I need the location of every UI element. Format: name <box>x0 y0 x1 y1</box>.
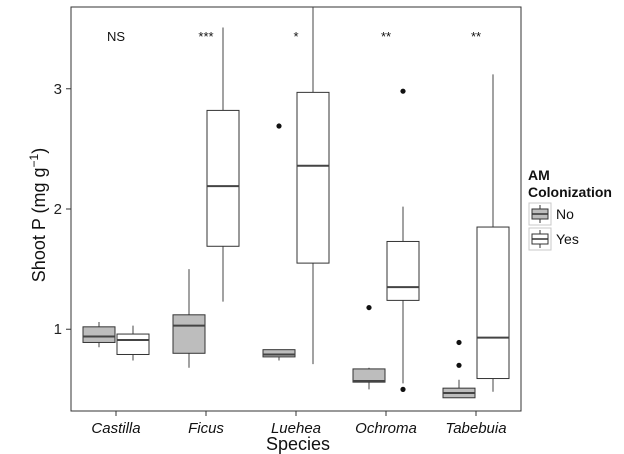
legend-label-no: No <box>556 206 574 222</box>
box-no-castilla <box>82 322 116 348</box>
significance-label: ** <box>471 29 481 44</box>
box-iqr <box>352 368 386 383</box>
box-iqr <box>476 226 510 380</box>
outlier-point <box>400 386 406 392</box>
box-layer <box>82 7 510 399</box>
legend-title-line-1: AM <box>528 167 550 183</box>
x-tick-label: Ficus <box>188 420 224 437</box>
box-yes-tabebuia <box>476 74 510 392</box>
box-iqr <box>386 240 420 301</box>
outlier-point <box>456 362 462 368</box>
box-yes-luehea <box>296 7 330 365</box>
x-tick-label: Ochroma <box>355 420 417 437</box>
box-no-ochroma <box>352 304 386 390</box>
outlier-point <box>456 339 462 346</box>
box-iqr <box>262 349 296 358</box>
box-no-tabebuia <box>442 339 476 399</box>
box-yes-ochroma <box>386 88 420 392</box>
box-iqr <box>172 314 206 354</box>
significance-label: * <box>293 29 298 44</box>
significance-layer: NS *** * ** ** <box>107 29 481 44</box>
y-tick-label: 3 <box>54 81 62 98</box>
x-tick-label: Castilla <box>91 420 140 437</box>
box-iqr <box>116 333 150 355</box>
legend-title-line-2: Colonization <box>528 184 612 200</box>
box-iqr <box>296 91 330 264</box>
box-no-ficus <box>172 269 206 368</box>
x-axis-title: Species <box>266 434 330 454</box>
significance-label: *** <box>198 29 213 44</box>
x-tick-label: Tabebuia <box>445 420 506 437</box>
box-no-luehea <box>262 123 296 361</box>
significance-label: ** <box>381 29 391 44</box>
x-axis: Castilla Ficus Luehea Ochroma Tabebuia <box>91 411 507 437</box>
outlier-point <box>276 123 282 129</box>
box-iqr <box>82 326 116 343</box>
significance-label: NS <box>107 29 125 44</box>
legend-item-yes: Yes <box>528 227 579 251</box>
legend-label-yes: Yes <box>556 231 579 247</box>
outlier-point <box>366 304 372 311</box>
outlier-point <box>400 88 406 94</box>
y-tick-label: 2 <box>54 201 62 218</box>
box-iqr <box>206 109 240 247</box>
box-yes-ficus <box>206 27 240 302</box>
x-tick-label: Luehea <box>271 420 321 437</box>
legend-title: AM Colonization <box>528 167 612 200</box>
legend: AM Colonization No Yes <box>528 167 612 251</box>
y-axis: 1 2 3 <box>54 81 71 338</box>
y-axis-title: Shoot P (mg g−1) <box>27 148 49 282</box>
box-yes-castilla <box>116 325 150 361</box>
legend-item-no: No <box>528 202 574 226</box>
y-tick-label: 1 <box>54 321 62 338</box>
